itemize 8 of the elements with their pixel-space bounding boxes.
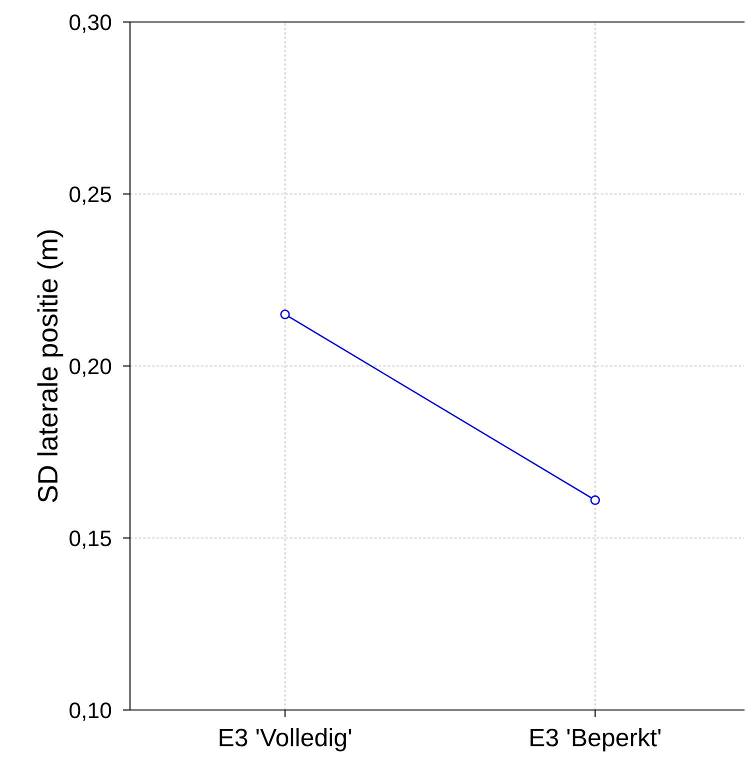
y-axis-title: SD laterale positie (m) (37, 230, 64, 502)
x-tick-label: E3 'Beperkt' (530, 728, 661, 752)
y-tick-label: 0,20 (70, 358, 112, 377)
y-tick-label: 0,30 (70, 14, 112, 33)
y-tick-label: 0,10 (70, 702, 112, 721)
y-tick-label: 0,25 (70, 186, 112, 205)
y-tick-label: 0,15 (70, 530, 112, 549)
x-tick-label: E3 'Volledig' (220, 728, 352, 752)
